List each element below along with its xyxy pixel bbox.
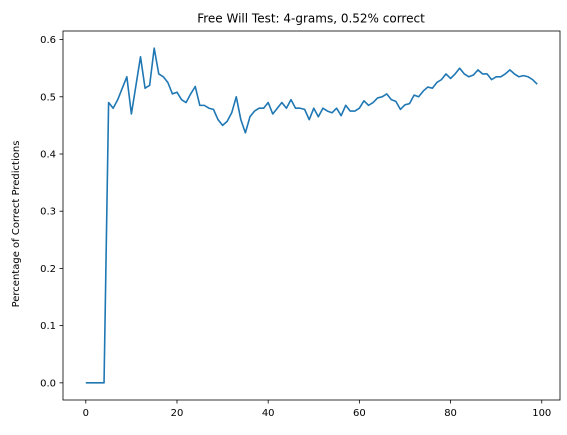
y-axis-label: Percentage of Correct Predictions [11, 141, 22, 308]
y-tick-label: 0.6 [40, 35, 56, 46]
y-tick-label: 0.1 [40, 321, 56, 332]
x-tick-label: 20 [171, 408, 184, 419]
chart-title: Free Will Test: 4-grams, 0.52% correct [197, 12, 425, 26]
x-tick-label: 60 [353, 408, 366, 419]
y-tick-label: 0.0 [40, 378, 56, 389]
x-axis: 0 20 40 60 80 100 [83, 400, 551, 419]
y-tick-label: 0.3 [40, 207, 56, 218]
series-line [85, 47, 538, 384]
plot-area [62, 30, 561, 401]
y-tick-label: 0.5 [40, 92, 56, 103]
y-axis: 0.0 0.1 0.2 0.3 0.4 0.5 0.6 [40, 35, 63, 389]
x-tick-label: 100 [532, 408, 551, 419]
x-tick-label: 80 [444, 408, 457, 419]
x-tick-label: 40 [262, 408, 275, 419]
y-tick-label: 0.2 [40, 264, 56, 275]
plot-frame [62, 30, 561, 401]
y-tick-label: 0.4 [40, 150, 56, 161]
x-tick-label: 0 [83, 408, 89, 419]
